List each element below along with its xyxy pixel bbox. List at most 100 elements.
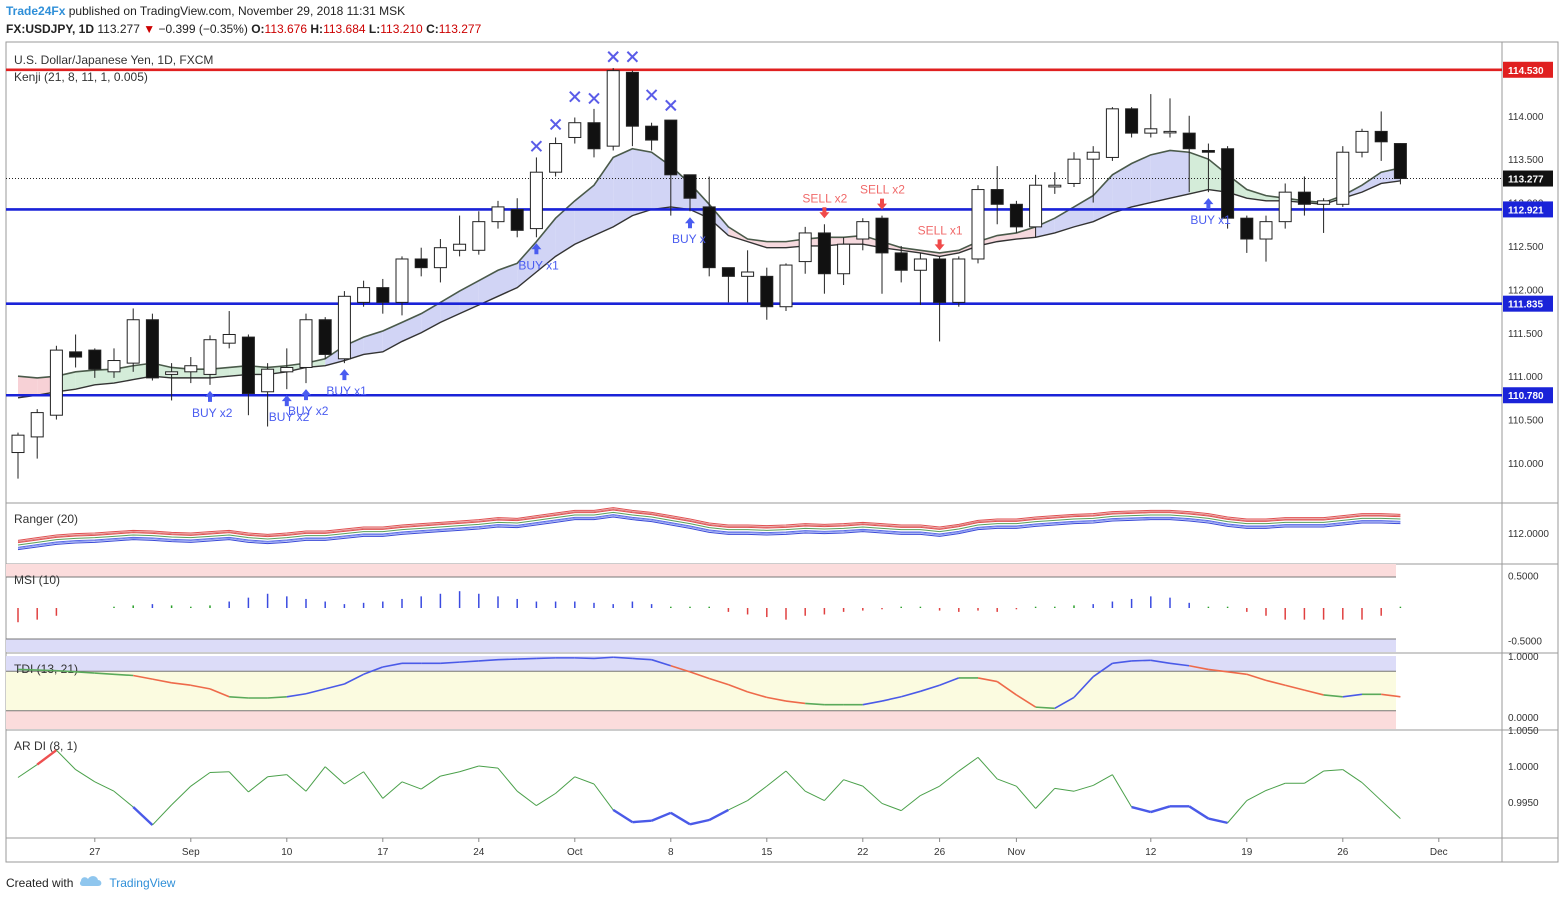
kenji-band-fill bbox=[363, 331, 383, 355]
tdi-line-segment bbox=[613, 656, 633, 660]
ardi-line-segment bbox=[1361, 782, 1382, 801]
ardi-line-segment bbox=[401, 781, 422, 790]
sell-arrow-icon bbox=[934, 239, 945, 251]
kenji-band-fill bbox=[594, 157, 614, 236]
price-level-tag-label: 114.530 bbox=[1508, 66, 1544, 77]
candle-body bbox=[1009, 203, 1023, 228]
x-tick-label: 10 bbox=[281, 847, 293, 858]
kenji-band-fill bbox=[1170, 150, 1190, 199]
price-level-tag-label: 110.780 bbox=[1508, 391, 1544, 402]
candle-body bbox=[1105, 108, 1119, 158]
tdi-line-segment bbox=[1208, 668, 1228, 673]
x-mark-icon bbox=[607, 51, 619, 63]
kenji-band-fill bbox=[1131, 154, 1151, 207]
y-tick-label: 112.500 bbox=[1508, 242, 1544, 253]
candle-body bbox=[1048, 184, 1062, 188]
tdi-line-segment bbox=[1189, 664, 1209, 671]
x-mark-icon bbox=[588, 92, 600, 105]
indicator-label-ardi: AR DI (8, 1) bbox=[14, 739, 77, 753]
candle-body bbox=[529, 171, 543, 230]
candle-body bbox=[1317, 200, 1331, 205]
ardi-line-segment bbox=[305, 766, 326, 792]
y-tick-label: 114.000 bbox=[1508, 112, 1544, 123]
close-key: C: bbox=[426, 22, 439, 36]
publish-header: Trade24Fx published on TradingView.com, … bbox=[6, 4, 405, 18]
price-change: −0.399 (−0.35%) bbox=[158, 22, 248, 36]
x-tick-label: 22 bbox=[857, 847, 869, 858]
candle-body bbox=[1163, 130, 1177, 134]
ardi-line-segment bbox=[440, 771, 460, 777]
tdi-line-segment bbox=[37, 669, 57, 672]
candle-body bbox=[318, 319, 332, 355]
tdi-mid-zone bbox=[6, 671, 1396, 711]
candle-body bbox=[1182, 132, 1196, 150]
tdi-line-segment bbox=[1265, 679, 1286, 686]
tdi-line-segment bbox=[651, 658, 672, 667]
x-tick-label: 27 bbox=[89, 847, 101, 858]
x-mark-icon bbox=[530, 140, 543, 152]
tdi-line-segment bbox=[900, 690, 921, 698]
kenji-band-fill bbox=[1362, 172, 1382, 193]
tradingview-link[interactable]: TradingView bbox=[109, 875, 176, 890]
last-price: 113.277 bbox=[97, 22, 140, 36]
candle-body bbox=[491, 206, 505, 223]
created-with-text: Created with bbox=[6, 875, 74, 890]
tdi-line-segment bbox=[497, 658, 518, 661]
candle-body bbox=[779, 264, 793, 308]
indicator-label-ranger: Ranger (20) bbox=[14, 512, 78, 526]
candle-body bbox=[1125, 108, 1139, 134]
ardi-line-segment bbox=[478, 765, 499, 769]
buy-arrow-icon bbox=[205, 390, 215, 402]
candle-body bbox=[798, 232, 812, 263]
tdi-line-segment bbox=[94, 672, 115, 676]
tdi-line-segment bbox=[267, 695, 287, 699]
tdi-line-segment bbox=[1150, 659, 1171, 665]
x-tick-label: 17 bbox=[377, 847, 389, 858]
ardi-line-segment bbox=[324, 766, 345, 785]
sell-arrow-icon bbox=[819, 207, 830, 219]
ardi-line-segment bbox=[881, 802, 902, 812]
tdi-line-segment bbox=[133, 674, 153, 680]
x-tick-label: Sep bbox=[182, 847, 200, 858]
tdi-line-segment bbox=[689, 671, 710, 680]
ardi-line-segment bbox=[1342, 769, 1363, 783]
candle-body bbox=[990, 189, 1004, 205]
ardi-line-segment bbox=[632, 819, 652, 824]
tdi-line-segment bbox=[593, 656, 614, 660]
candle-body bbox=[88, 349, 102, 370]
candle-body bbox=[1278, 191, 1292, 223]
ardi-line-segment bbox=[1092, 774, 1113, 786]
tdi-line-segment bbox=[344, 673, 364, 685]
tdi-line-segment bbox=[517, 657, 537, 660]
kenji-band-fill bbox=[75, 370, 95, 390]
tdi-line-segment bbox=[1054, 696, 1075, 710]
candle-body bbox=[203, 339, 217, 375]
ardi-line-segment bbox=[766, 770, 787, 787]
ranger-line bbox=[17, 515, 1401, 549]
tdi-line-segment bbox=[17, 668, 38, 671]
publisher-link[interactable]: Trade24Fx bbox=[6, 4, 66, 18]
candle-body bbox=[568, 122, 582, 138]
x-tick-label: Dec bbox=[1430, 847, 1448, 858]
msi-lower-zone bbox=[6, 639, 1396, 652]
ardi-line-segment bbox=[382, 781, 403, 799]
tdi-line-segment bbox=[536, 657, 556, 660]
buy-arrow-icon bbox=[531, 243, 542, 255]
candle-body bbox=[433, 247, 447, 269]
ardi-line-segment bbox=[670, 811, 691, 826]
buy-signal-label: BUY x1 bbox=[326, 384, 367, 398]
chart-frame bbox=[5, 41, 1559, 863]
tdi-line-segment bbox=[190, 684, 211, 690]
tdi-line-segment bbox=[1092, 662, 1113, 678]
ardi-line-segment bbox=[1054, 787, 1075, 792]
candle-body bbox=[664, 119, 678, 176]
tdi-line-segment bbox=[382, 662, 403, 668]
tdi-line-segment bbox=[1381, 693, 1401, 698]
tdi-line-segment bbox=[728, 683, 748, 693]
candle-body bbox=[1240, 217, 1254, 240]
ranger-line bbox=[17, 508, 1401, 543]
candle-body bbox=[414, 258, 428, 269]
price-level-tag bbox=[1503, 387, 1553, 404]
ranger-line bbox=[17, 514, 1401, 548]
